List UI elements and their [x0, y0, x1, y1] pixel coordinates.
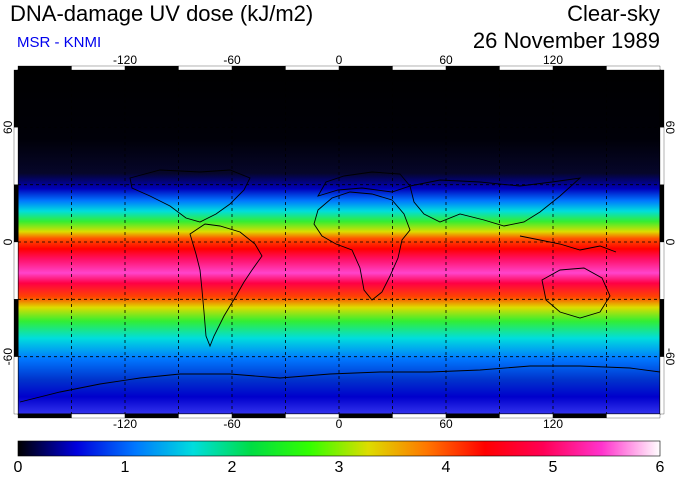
frame-tick-horizontal [338, 65, 393, 71]
axis-labels: -120 -120 -60 -60 0 0 60 60 120 120 60 60 0 0 -60 -60 [1, 53, 677, 431]
longitude-tick-label: 120 [543, 53, 563, 67]
latitude-tick-label-right: -60 [663, 348, 677, 366]
frame-tick-horizontal [17, 413, 72, 419]
latitude-tick-label-left: -60 [1, 348, 15, 366]
coastlines [19, 169, 661, 403]
longitude-tick-label: -120 [113, 53, 137, 67]
source-label: MSR - KNMI [17, 34, 102, 51]
colorbar-tick-label: 3 [334, 459, 344, 476]
latitude-tick-label-left: 60 [1, 120, 15, 134]
colorbar-tick-label: 0 [13, 459, 23, 476]
latitude-tick-label-left: 0 [1, 238, 15, 245]
longitude-tick-label: -120 [113, 417, 137, 431]
frame-tick-vertical [13, 127, 19, 185]
frame-tick-vertical [13, 69, 19, 128]
africa-coast [313, 191, 411, 301]
date-label: 26 November 1989 [472, 28, 660, 53]
colorbar [17, 440, 661, 457]
europe-coast [317, 171, 411, 197]
frame-tick-vertical [659, 127, 665, 185]
frame-tick-horizontal [17, 65, 72, 71]
antarctica-coast [19, 365, 661, 403]
longitude-tick-label: -60 [223, 417, 241, 431]
frame-tick-horizontal [606, 413, 661, 419]
colorbar-tick-label: 1 [120, 459, 130, 476]
longitude-tick-label: 60 [439, 417, 453, 431]
longitude-tick-label: 0 [336, 417, 343, 431]
colorbar-tick-label: 2 [227, 459, 237, 476]
south-america-coast [189, 223, 263, 348]
longitude-tick-label: 120 [543, 417, 563, 431]
latitude-tick-label-right: 0 [663, 239, 677, 246]
frame-tick-vertical [659, 184, 665, 243]
frame-tick-horizontal [606, 65, 661, 71]
frame-tick-horizontal [445, 65, 500, 71]
colorbar-tick-label: 4 [441, 459, 451, 476]
chart-title: DNA-damage UV dose (kJ/m2) [10, 1, 314, 26]
frame-tick-horizontal [338, 413, 393, 419]
sky-condition-label: Clear-sky [567, 1, 660, 26]
north-america-coast [129, 169, 251, 223]
colorbar-tick-label: 6 [655, 459, 665, 476]
frame-tick-vertical [659, 356, 665, 415]
frame-tick-horizontal [285, 413, 340, 419]
graticule [18, 70, 660, 414]
indonesia-coast [519, 235, 617, 253]
frame-tick-vertical [659, 241, 665, 300]
longitude-tick-label: -60 [223, 53, 241, 67]
frame-tick-vertical [659, 69, 665, 128]
frame-tick-horizontal [392, 65, 447, 71]
asia-coast [409, 177, 582, 227]
frame-tick-horizontal [392, 413, 447, 419]
frame-tick-vertical [13, 184, 19, 243]
frame-tick-vertical [13, 356, 19, 415]
frame-tick-horizontal [285, 65, 340, 71]
frame-tick-vertical [13, 241, 19, 300]
longitude-tick-label: 0 [336, 53, 343, 67]
colorbar-tick-label: 5 [548, 459, 558, 476]
frame-tick-horizontal [445, 413, 500, 419]
latitude-tick-label-right: 60 [663, 121, 677, 135]
longitude-tick-label: 60 [439, 53, 453, 67]
frame-ticks [13, 65, 665, 419]
